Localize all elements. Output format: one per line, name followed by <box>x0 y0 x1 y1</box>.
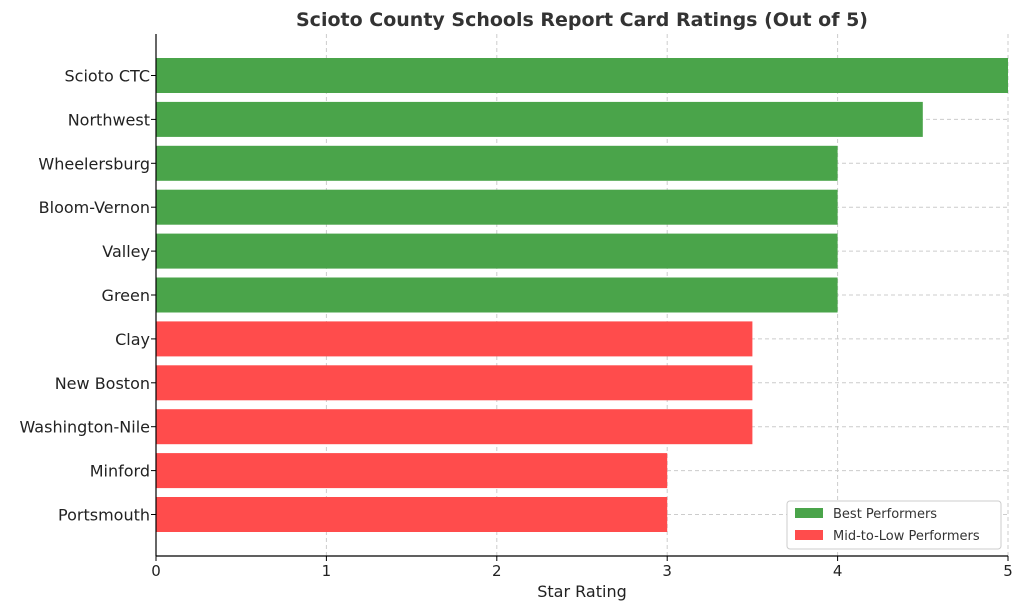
legend-label-best: Best Performers <box>833 507 937 522</box>
legend-label-mid: Mid-to-Low Performers <box>833 529 980 544</box>
bar-wheelersburg <box>156 145 838 181</box>
chart-title: Scioto County Schools Report Card Rating… <box>296 9 868 31</box>
bar-minford <box>156 453 668 489</box>
x-tick-label: 5 <box>1003 562 1013 580</box>
category-label: Scioto CTC <box>64 67 150 86</box>
bar-bloom-vernon <box>156 189 838 225</box>
category-label: New Boston <box>55 374 150 393</box>
bar-new-boston <box>156 365 753 401</box>
category-label: Portsmouth <box>58 506 150 525</box>
category-label: Green <box>102 286 150 305</box>
category-label: Clay <box>115 330 150 349</box>
category-label: Washington-Nile <box>20 418 151 437</box>
bar-washington-nile <box>156 409 753 445</box>
category-label: Valley <box>102 242 150 261</box>
legend: Best Performers Mid-to-Low Performers <box>786 500 1002 550</box>
category-label: Minford <box>90 462 150 481</box>
x-tick-label: 4 <box>833 562 843 580</box>
x-tick-label: 3 <box>662 562 672 580</box>
x-tick-label: 0 <box>151 562 161 580</box>
bar-clay <box>156 321 753 357</box>
category-label: Wheelersburg <box>38 154 150 173</box>
x-tick-label: 2 <box>492 562 502 580</box>
bars <box>156 58 1008 532</box>
legend-swatch-best <box>795 508 823 518</box>
bar-valley <box>156 233 838 269</box>
x-tick-labels: 0 1 2 3 4 5 <box>151 556 1013 580</box>
x-axis-label: Star Rating <box>537 582 626 601</box>
legend-box <box>786 500 1002 550</box>
bar-northwest <box>156 101 923 137</box>
category-labels: Scioto CTC Northwest Wheelersburg Bloom-Ver… <box>20 67 156 525</box>
legend-swatch-mid <box>795 530 823 540</box>
x-tick-label: 1 <box>322 562 332 580</box>
category-label: Bloom-Vernon <box>39 198 150 217</box>
category-label: Northwest <box>68 110 150 129</box>
bar-green <box>156 277 838 313</box>
bar-portsmouth <box>156 497 668 532</box>
bar-scioto-ctc <box>156 58 1008 93</box>
